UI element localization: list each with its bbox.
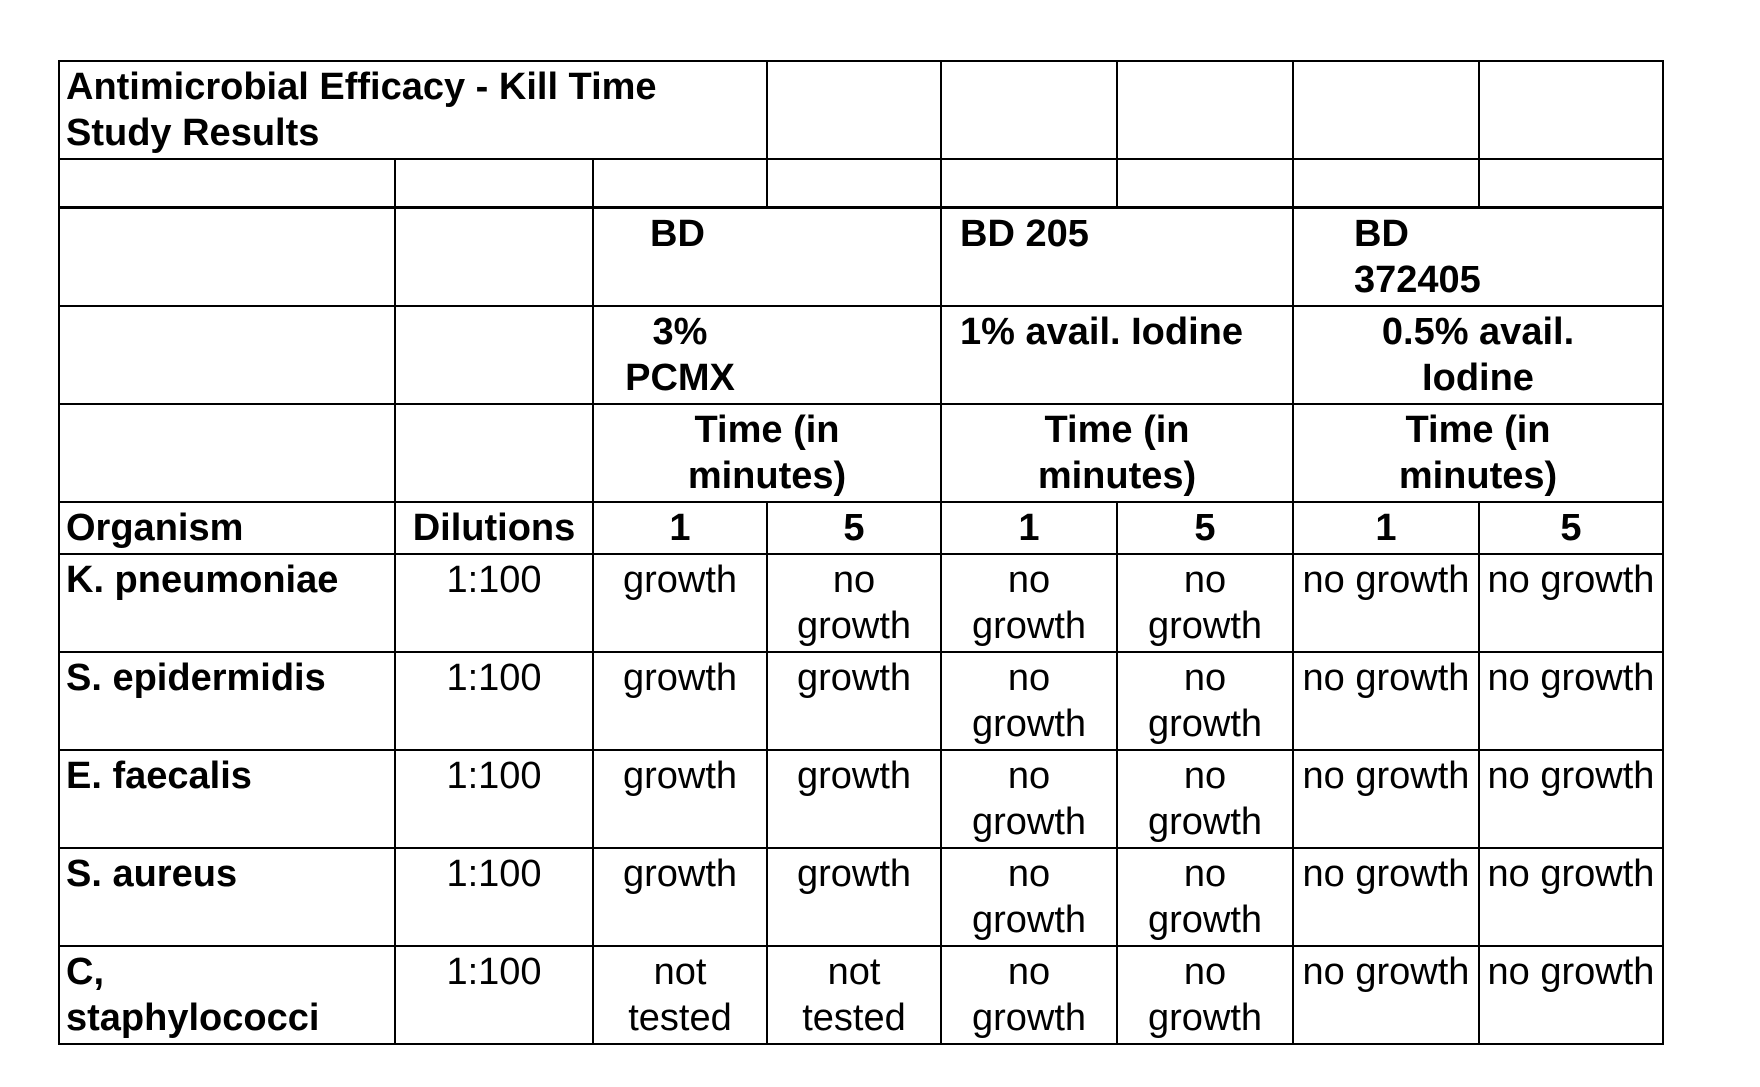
time-label: Time (in minutes) (1293, 404, 1663, 502)
result-cell: no growth (1293, 946, 1479, 1044)
time-header: 1 (1293, 502, 1479, 554)
table-row: S. epidermidis 1:100 growth growth no gr… (59, 652, 1663, 750)
product-active: 0.5% avail. Iodine (1293, 306, 1663, 404)
organism-cell: E. faecalis (59, 750, 395, 848)
result-cell: no growth (1479, 554, 1663, 652)
result-cell: no growth (767, 554, 941, 652)
result-cell: no growth (941, 750, 1117, 848)
organism-cell: K. pneumoniae (59, 554, 395, 652)
time-header: 5 (1117, 502, 1293, 554)
result-cell: not tested (593, 946, 767, 1044)
result-cell: no growth (1479, 652, 1663, 750)
product-name: BD (593, 207, 941, 306)
result-cell: growth (593, 554, 767, 652)
result-cell: no growth (1117, 946, 1293, 1044)
result-cell: no growth (941, 652, 1117, 750)
organism-cell: S. epidermidis (59, 652, 395, 750)
result-cell: no growth (1293, 750, 1479, 848)
dilutions-header: Dilutions (395, 502, 593, 554)
result-cell: growth (593, 652, 767, 750)
result-cell: no growth (941, 554, 1117, 652)
kill-time-table: Antimicrobial Efficacy - Kill Time Study… (58, 60, 1664, 1045)
empty-cell (395, 207, 593, 306)
result-cell: no growth (1117, 554, 1293, 652)
empty-cell (395, 306, 593, 404)
result-cell: no growth (1479, 750, 1663, 848)
dilution-cell: 1:100 (395, 848, 593, 946)
empty-cell (59, 159, 395, 207)
result-cell: not tested (767, 946, 941, 1044)
time-label: Time (in minutes) (941, 404, 1293, 502)
dilution-cell: 1:100 (395, 750, 593, 848)
result-cell: no growth (941, 946, 1117, 1044)
table-row: S. aureus 1:100 growth growth no growth … (59, 848, 1663, 946)
empty-cell (59, 207, 395, 306)
table-row: C, staphylococci 1:100 not tested not te… (59, 946, 1663, 1044)
time-label: Time (in minutes) (593, 404, 941, 502)
result-cell: no growth (1117, 652, 1293, 750)
empty-cell (593, 159, 767, 207)
result-cell: no growth (1117, 750, 1293, 848)
product-active: 3% PCMX (593, 306, 941, 404)
result-cell: growth (593, 750, 767, 848)
result-cell: growth (767, 652, 941, 750)
empty-cell (395, 404, 593, 502)
empty-cell (941, 159, 1117, 207)
result-cell: no growth (1293, 554, 1479, 652)
empty-cell (1293, 61, 1479, 159)
product-name: BD 205 (941, 207, 1293, 306)
empty-cell (1479, 159, 1663, 207)
result-cell: growth (593, 848, 767, 946)
result-cell: growth (767, 848, 941, 946)
result-cell: growth (767, 750, 941, 848)
organism-cell: C, staphylococci (59, 946, 395, 1044)
empty-cell (395, 159, 593, 207)
empty-cell (1293, 159, 1479, 207)
result-cell: no growth (1479, 848, 1663, 946)
time-header: 1 (593, 502, 767, 554)
result-cell: no growth (941, 848, 1117, 946)
empty-cell (59, 404, 395, 502)
empty-cell (767, 61, 941, 159)
product-active: 1% avail. Iodine (941, 306, 1293, 404)
dilution-cell: 1:100 (395, 554, 593, 652)
empty-cell (941, 61, 1117, 159)
time-header: 1 (941, 502, 1117, 554)
table-row: E. faecalis 1:100 growth growth no growt… (59, 750, 1663, 848)
table-title: Antimicrobial Efficacy - Kill Time Study… (59, 61, 767, 159)
product-name: BD 372405 (1293, 207, 1663, 306)
empty-cell (1479, 61, 1663, 159)
table-row: K. pneumoniae 1:100 growth no growth no … (59, 554, 1663, 652)
dilution-cell: 1:100 (395, 946, 593, 1044)
result-cell: no growth (1293, 848, 1479, 946)
result-cell: no growth (1479, 946, 1663, 1044)
result-cell: no growth (1293, 652, 1479, 750)
organism-cell: S. aureus (59, 848, 395, 946)
time-header: 5 (767, 502, 941, 554)
empty-cell (59, 306, 395, 404)
organism-header: Organism (59, 502, 395, 554)
empty-cell (1117, 159, 1293, 207)
empty-cell (1117, 61, 1293, 159)
result-cell: no growth (1117, 848, 1293, 946)
dilution-cell: 1:100 (395, 652, 593, 750)
time-header: 5 (1479, 502, 1663, 554)
empty-cell (767, 159, 941, 207)
